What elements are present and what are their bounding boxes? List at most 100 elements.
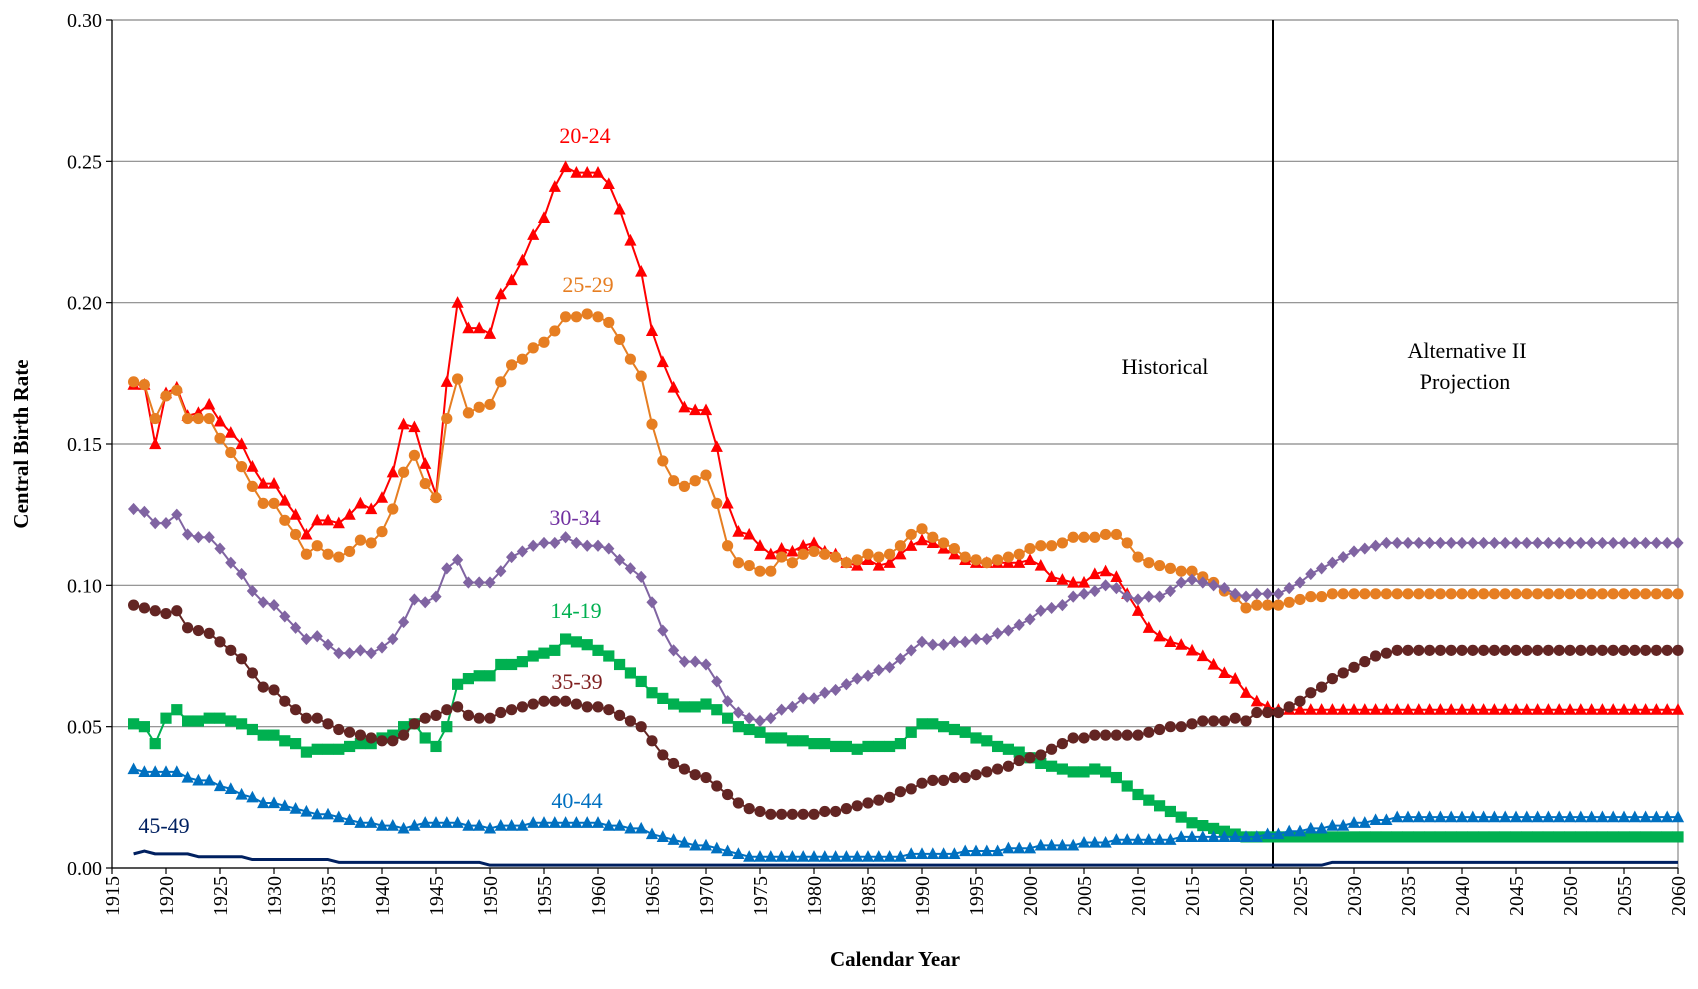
data-point bbox=[441, 412, 453, 425]
data-point bbox=[656, 355, 669, 368]
data-point bbox=[1023, 841, 1037, 854]
data-point bbox=[538, 647, 550, 659]
data-point bbox=[1445, 588, 1457, 600]
data-point bbox=[354, 816, 367, 828]
data-point bbox=[236, 567, 248, 581]
series-label: 20-24 bbox=[559, 123, 610, 148]
data-point bbox=[1488, 810, 1501, 823]
data-point bbox=[1046, 540, 1058, 552]
data-point bbox=[992, 627, 1004, 640]
data-point bbox=[1175, 811, 1187, 823]
data-point bbox=[1564, 644, 1576, 656]
data-point bbox=[1369, 703, 1382, 715]
data-point bbox=[592, 539, 604, 552]
data-point bbox=[959, 771, 971, 784]
data-point bbox=[246, 723, 258, 736]
series-label: 35-39 bbox=[551, 669, 602, 694]
data-point bbox=[419, 477, 431, 490]
x-tick-label: 2030 bbox=[1344, 876, 1366, 916]
data-point bbox=[354, 644, 366, 657]
data-point bbox=[1586, 644, 1598, 656]
data-point bbox=[1510, 644, 1522, 656]
data-point bbox=[797, 850, 810, 862]
data-point bbox=[246, 480, 258, 492]
data-point bbox=[192, 412, 204, 425]
data-point bbox=[602, 177, 615, 190]
data-point bbox=[343, 813, 356, 826]
data-point bbox=[1661, 536, 1673, 550]
data-point bbox=[128, 376, 140, 388]
data-point bbox=[1337, 667, 1349, 679]
data-point bbox=[246, 584, 258, 598]
data-point bbox=[354, 729, 366, 741]
data-point bbox=[1563, 810, 1577, 823]
data-point bbox=[559, 160, 572, 173]
data-point bbox=[1542, 831, 1554, 843]
data-point bbox=[786, 808, 799, 820]
data-point bbox=[430, 709, 442, 721]
data-point bbox=[635, 370, 647, 382]
data-point bbox=[1574, 703, 1587, 715]
data-point bbox=[548, 180, 561, 192]
data-point bbox=[1132, 729, 1144, 741]
data-point bbox=[1423, 703, 1436, 715]
data-point bbox=[1510, 536, 1522, 550]
data-point bbox=[819, 738, 831, 750]
data-point bbox=[699, 403, 713, 416]
data-point bbox=[1316, 681, 1328, 693]
data-point bbox=[1391, 703, 1404, 715]
data-point bbox=[1499, 536, 1511, 550]
data-point bbox=[1391, 536, 1403, 550]
data-point bbox=[128, 718, 140, 730]
series bbox=[133, 849, 1678, 867]
data-point bbox=[1521, 588, 1533, 600]
data-point bbox=[1056, 599, 1068, 612]
data-point bbox=[506, 359, 518, 371]
data-point bbox=[430, 740, 442, 753]
data-point bbox=[1024, 613, 1036, 626]
data-point bbox=[830, 551, 842, 563]
data-point bbox=[344, 545, 356, 558]
series-label: 14-19 bbox=[550, 598, 601, 623]
data-point bbox=[527, 816, 540, 828]
data-point bbox=[830, 683, 842, 697]
data-point bbox=[1240, 602, 1252, 614]
data-point bbox=[1067, 838, 1080, 851]
data-point bbox=[473, 401, 485, 413]
data-point bbox=[1402, 588, 1414, 600]
data-point bbox=[1467, 588, 1479, 600]
data-point bbox=[213, 779, 227, 792]
data-point bbox=[1499, 831, 1511, 843]
data-point bbox=[257, 796, 270, 809]
data-point bbox=[840, 803, 853, 815]
data-point bbox=[1077, 835, 1091, 848]
data-point bbox=[830, 740, 842, 753]
data-point bbox=[203, 712, 215, 724]
data-point bbox=[397, 821, 410, 834]
data-point bbox=[657, 455, 669, 467]
data-point bbox=[624, 821, 637, 834]
data-point bbox=[1272, 827, 1285, 840]
data-point bbox=[818, 850, 831, 862]
data-point bbox=[203, 397, 216, 410]
data-point bbox=[527, 228, 540, 240]
data-point bbox=[1402, 644, 1414, 656]
data-point bbox=[354, 496, 367, 509]
data-point bbox=[1596, 831, 1608, 843]
data-point bbox=[1045, 570, 1058, 582]
data-point bbox=[1401, 810, 1415, 823]
data-point bbox=[321, 807, 335, 820]
data-point bbox=[1121, 537, 1133, 549]
data-point bbox=[819, 548, 831, 560]
data-point bbox=[1510, 588, 1522, 600]
data-point bbox=[1499, 703, 1512, 715]
data-point bbox=[462, 321, 475, 334]
data-point bbox=[948, 542, 961, 555]
data-point bbox=[138, 379, 150, 391]
data-point bbox=[1380, 536, 1392, 550]
data-point bbox=[300, 804, 313, 817]
data-point bbox=[1617, 703, 1631, 715]
data-point bbox=[387, 735, 399, 747]
data-point bbox=[1154, 590, 1166, 603]
data-point bbox=[203, 531, 215, 544]
